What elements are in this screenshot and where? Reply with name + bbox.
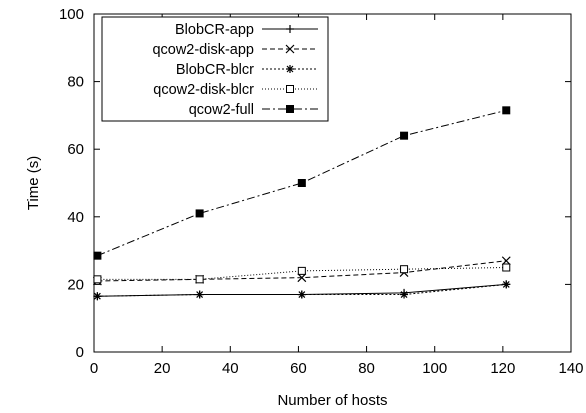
data-point: [502, 280, 511, 289]
ticks-layer: 0 20 40 60 80 100 120 140 0 20 40 60 80 100: [59, 6, 584, 377]
data-point: [195, 209, 204, 218]
data-point: [195, 275, 204, 284]
series-line: [97, 109, 507, 257]
x-tick-label: 60: [290, 360, 307, 377]
x-tick-label: 40: [222, 360, 239, 377]
legend-marker: [286, 65, 294, 73]
data-point: [93, 251, 102, 260]
x-tick-label: 0: [90, 360, 98, 377]
x-tick-label: 120: [490, 360, 515, 377]
legend-marker: [285, 44, 295, 54]
x-tick-label: 100: [422, 360, 447, 377]
x-axis-label: Number of hosts: [277, 392, 387, 409]
x-tick-label: 80: [358, 360, 375, 377]
data-point: [400, 265, 409, 274]
y-tick-label: 100: [59, 6, 84, 23]
legend-label: qcow2-full: [189, 102, 254, 118]
y-tick-label: 40: [67, 209, 84, 226]
data-point: [400, 131, 409, 140]
y-tick-label: 0: [76, 344, 84, 361]
data-point: [297, 290, 306, 299]
legend-entry: qcow2-full: [189, 102, 318, 118]
legend-entry: qcow2-disk-blcr: [153, 82, 318, 98]
x-tick-label: 140: [558, 360, 583, 377]
legend-label: qcow2-disk-blcr: [153, 82, 254, 98]
data-point: [501, 256, 511, 266]
legend-marker: [286, 25, 294, 33]
legend-entry: BlobCR-blcr: [176, 62, 318, 78]
legend-label: BlobCR-app: [175, 22, 254, 38]
legend-entry: qcow2-disk-app: [152, 42, 318, 58]
y-tick-label: 60: [67, 141, 84, 158]
legend-label: qcow2-disk-app: [152, 42, 254, 58]
y-tick-label: 80: [67, 74, 84, 91]
y-tick-label: 20: [67, 276, 84, 293]
plot-area-frame: [93, 13, 572, 353]
data-point: [297, 179, 306, 187]
series-qcow2-full: [93, 106, 511, 260]
data-point: [195, 290, 204, 299]
y-axis-label: Time (s): [25, 156, 42, 210]
legend-entry: BlobCR-app: [175, 22, 318, 38]
data-point: [93, 275, 102, 284]
data-point: [502, 106, 511, 115]
legend-label: BlobCR-blcr: [176, 62, 254, 78]
data-point: [297, 273, 307, 283]
series-BlobCR-blcr: [93, 280, 511, 301]
data-point: [93, 292, 102, 301]
legend-marker: [286, 105, 294, 113]
legend-marker: [286, 85, 294, 93]
series-qcow2-disk-blcr: [93, 263, 511, 284]
data-point: [400, 290, 409, 299]
data-point: [297, 266, 306, 275]
x-tick-label: 20: [154, 360, 171, 377]
legend: BlobCR-app qcow2-disk-app BlobCR-blcr qcow2…: [101, 16, 329, 122]
data-point: [502, 263, 511, 272]
series-layer: [92, 106, 511, 301]
